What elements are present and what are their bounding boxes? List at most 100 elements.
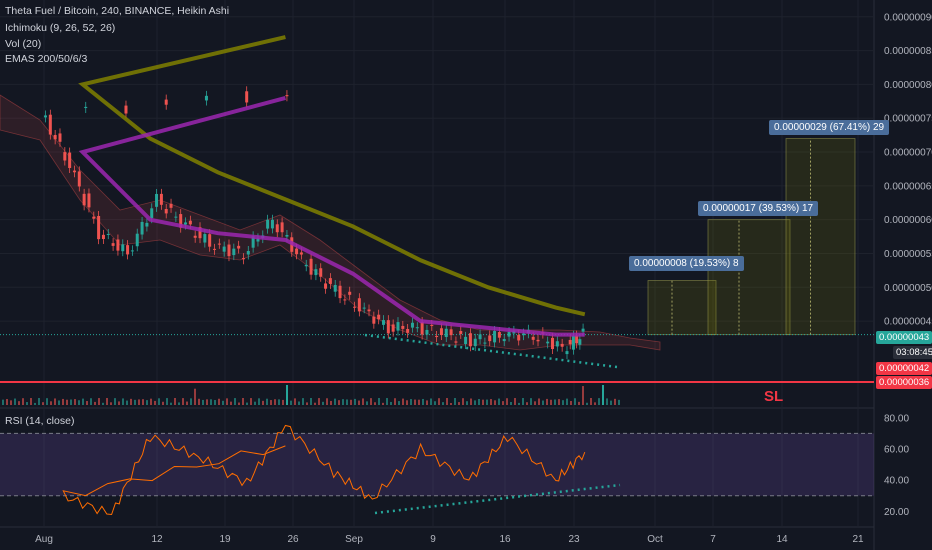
- volume-bar: [450, 402, 452, 405]
- volume-bar: [158, 398, 160, 405]
- volume-bar: [290, 400, 292, 405]
- volume-bar: [74, 399, 76, 405]
- volume-bar: [458, 402, 460, 405]
- volume-bar: [430, 398, 432, 405]
- volume-bar: [230, 401, 232, 405]
- volume-bar: [118, 401, 120, 405]
- volume-bar: [378, 398, 380, 405]
- candle: [145, 222, 149, 227]
- volume-bar: [510, 401, 512, 405]
- target-2-label[interactable]: 0.00000017 (39.53%) 17: [698, 201, 819, 216]
- volume-bar: [154, 400, 156, 405]
- volume-bar: [546, 398, 548, 405]
- candle: [174, 216, 178, 218]
- volume-bar: [590, 398, 592, 405]
- candle: [459, 331, 463, 334]
- ichimoku-cloud: [0, 94, 661, 351]
- volume-bar: [42, 402, 44, 405]
- volume-bar: [582, 386, 584, 405]
- candle: [449, 329, 453, 336]
- candle: [497, 332, 501, 338]
- candle: [232, 248, 236, 256]
- volume-bar: [2, 399, 4, 405]
- volume-bar: [162, 401, 164, 405]
- volume-bar: [538, 398, 540, 405]
- volume-bar: [462, 398, 464, 405]
- price-tag-sl: 0.00000036: [876, 376, 932, 389]
- legend-emas: EMAS 200/50/6/3: [5, 53, 88, 65]
- volume-bar: [514, 398, 516, 405]
- candle: [164, 99, 168, 105]
- candle: [270, 219, 274, 229]
- volume-bar: [518, 402, 520, 405]
- candle: [551, 337, 554, 350]
- volume-bar: [26, 402, 28, 405]
- price-tick-label: 0.00000090: [884, 12, 932, 23]
- candle: [251, 236, 255, 248]
- volume-bar: [530, 398, 532, 405]
- volume-bar: [482, 399, 484, 405]
- volume-bar: [6, 399, 8, 405]
- volume-bar: [370, 398, 372, 405]
- volume-bar: [338, 400, 340, 405]
- target-1-label[interactable]: 0.00000008 (19.53%) 8: [629, 256, 744, 271]
- volume-bar: [382, 402, 384, 405]
- volume-bar: [294, 398, 296, 405]
- candle: [348, 291, 352, 295]
- rsi-tick-label: 20.00: [884, 507, 909, 518]
- volume-bar: [266, 398, 268, 405]
- volume-bar: [94, 401, 96, 405]
- candle: [169, 203, 173, 208]
- target-box: [785, 138, 856, 336]
- volume-bar: [602, 385, 604, 405]
- volume-bar: [350, 399, 352, 405]
- volume-bar: [366, 401, 368, 405]
- candle: [72, 170, 76, 173]
- candle: [578, 339, 582, 345]
- volume-bar: [470, 398, 472, 405]
- candle: [444, 328, 448, 338]
- candle: [353, 306, 357, 308]
- volume-bar: [566, 398, 568, 405]
- volume-bar: [182, 398, 184, 405]
- candle: [571, 335, 575, 350]
- candle: [410, 322, 414, 328]
- candle: [44, 115, 47, 118]
- volume-bar: [114, 398, 116, 405]
- volume-bar: [570, 400, 572, 405]
- candle: [275, 224, 279, 233]
- candle: [517, 334, 521, 341]
- x-tick-label: 23: [568, 534, 580, 545]
- candle: [217, 243, 221, 245]
- price-tag-current: 0.00000043: [876, 331, 932, 344]
- volume-bar: [54, 398, 56, 405]
- volume-bar: [522, 398, 524, 405]
- x-tick-label: 9: [430, 534, 436, 545]
- volume-bar: [466, 401, 468, 405]
- ema-line-ema200: [78, 35, 586, 317]
- volume-bar: [318, 398, 320, 405]
- volume-bar: [386, 398, 388, 405]
- volume-bar: [82, 398, 84, 405]
- volume-bar: [138, 399, 140, 405]
- volume-bar: [614, 398, 616, 405]
- volume-bar: [278, 399, 280, 405]
- volume-bar: [342, 399, 344, 405]
- volume-bar: [186, 401, 188, 405]
- candle: [507, 331, 511, 337]
- volume-bar: [238, 402, 240, 405]
- candle: [188, 220, 192, 225]
- candle: [184, 222, 188, 225]
- candle: [439, 328, 443, 336]
- candle: [454, 341, 458, 343]
- volume-bar: [174, 398, 176, 405]
- volume-bar: [446, 398, 448, 405]
- sl-label: SL: [764, 388, 784, 405]
- candle: [135, 233, 139, 247]
- volume-bar: [122, 398, 124, 405]
- target-3-label[interactable]: 0.00000029 (67.41%) 29: [769, 120, 890, 135]
- volume-bar: [10, 400, 12, 405]
- volume-bar: [22, 398, 24, 405]
- volume-bar: [414, 399, 416, 405]
